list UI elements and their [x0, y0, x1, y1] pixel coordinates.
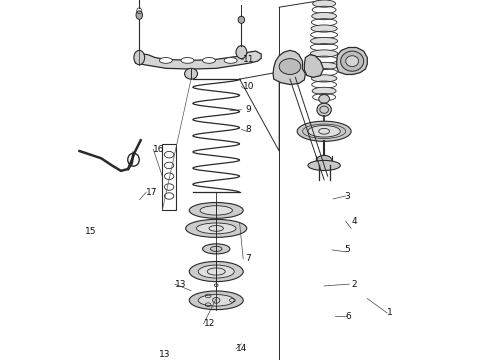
Text: 8: 8	[245, 125, 251, 134]
Text: 11: 11	[243, 55, 255, 64]
Ellipse shape	[202, 58, 216, 63]
Text: 17: 17	[146, 188, 158, 197]
Text: 6: 6	[346, 312, 351, 321]
Ellipse shape	[185, 68, 197, 79]
Ellipse shape	[311, 62, 338, 69]
Ellipse shape	[134, 50, 145, 65]
Text: 12: 12	[204, 319, 215, 328]
Ellipse shape	[312, 87, 336, 94]
Ellipse shape	[196, 223, 236, 234]
Text: 15: 15	[85, 228, 97, 237]
Ellipse shape	[189, 291, 243, 310]
Text: 7: 7	[245, 255, 251, 264]
Text: 1: 1	[387, 309, 393, 318]
Ellipse shape	[200, 206, 232, 215]
Ellipse shape	[311, 75, 337, 82]
Ellipse shape	[311, 25, 337, 32]
Ellipse shape	[224, 58, 237, 63]
Ellipse shape	[279, 59, 301, 75]
Ellipse shape	[313, 0, 336, 7]
Text: 10: 10	[243, 82, 255, 91]
Ellipse shape	[316, 156, 332, 166]
Ellipse shape	[186, 219, 247, 237]
Ellipse shape	[317, 103, 331, 116]
Text: 9: 9	[245, 105, 251, 114]
Ellipse shape	[308, 161, 341, 171]
Text: 16: 16	[153, 145, 165, 154]
Ellipse shape	[312, 13, 337, 20]
Ellipse shape	[189, 261, 243, 282]
Text: 13: 13	[175, 280, 186, 289]
Ellipse shape	[308, 126, 341, 137]
Text: 4: 4	[351, 217, 357, 226]
Text: 5: 5	[344, 246, 350, 255]
Ellipse shape	[318, 95, 329, 103]
Ellipse shape	[311, 37, 338, 45]
Ellipse shape	[341, 51, 364, 71]
Text: 3: 3	[344, 192, 350, 201]
Ellipse shape	[181, 58, 194, 63]
Ellipse shape	[346, 56, 359, 67]
Ellipse shape	[189, 202, 243, 218]
Ellipse shape	[136, 11, 143, 19]
Polygon shape	[273, 50, 305, 85]
Ellipse shape	[202, 244, 230, 254]
Ellipse shape	[159, 58, 172, 63]
Polygon shape	[337, 48, 368, 75]
Ellipse shape	[198, 265, 234, 278]
Ellipse shape	[311, 50, 338, 57]
Text: 2: 2	[351, 280, 357, 289]
Ellipse shape	[236, 46, 247, 59]
Text: 13: 13	[159, 350, 170, 359]
Polygon shape	[135, 51, 261, 69]
Bar	[162, 144, 176, 210]
Ellipse shape	[297, 121, 351, 141]
Text: 14: 14	[236, 345, 247, 354]
Polygon shape	[304, 55, 323, 77]
Ellipse shape	[238, 16, 245, 23]
Ellipse shape	[198, 294, 234, 306]
